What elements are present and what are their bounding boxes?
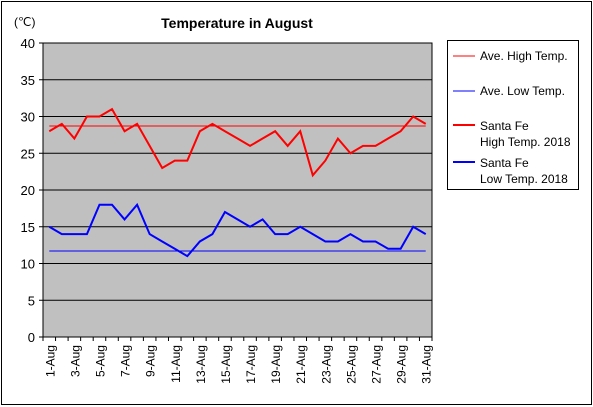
chart-title: Temperature in August (161, 15, 313, 31)
legend-label-4: Low Temp. 2018 (480, 172, 568, 186)
y-tick-label: 5 (28, 293, 35, 308)
legend-label-3: Santa Fe (480, 119, 529, 133)
legend-label-3: High Temp. 2018 (480, 135, 571, 149)
x-tick-label: 29-Aug (395, 345, 409, 384)
y-tick-label: 25 (21, 146, 35, 161)
y-tick-label: 15 (21, 220, 35, 235)
series-layer (48, 107, 427, 258)
legend: Ave. High Temp. Ave. Low Temp. Santa Fe Hig… (453, 49, 571, 186)
x-tick-label: 3-Aug (68, 345, 82, 377)
y-tick-label: 0 (28, 330, 35, 345)
legend-box (447, 40, 579, 190)
x-tick-label: 15-Aug (219, 345, 233, 384)
x-tick-label: 31-Aug (420, 345, 434, 384)
y-tick-label: 40 (21, 36, 35, 51)
gridlines (43, 79, 432, 301)
x-tick-label: 19-Aug (269, 345, 283, 384)
x-tick-label: 17-Aug (244, 345, 258, 384)
y-axis: 0 5 10 15 20 25 30 35 40 (21, 36, 43, 345)
x-tick-label: 21-Aug (294, 345, 308, 384)
x-tick-label: 5-Aug (93, 345, 107, 377)
unit-label: (℃) (14, 15, 35, 29)
x-tick-label: 11-Aug (169, 345, 183, 383)
y-tick-label: 35 (21, 73, 35, 88)
y-tick-label: 30 (21, 110, 35, 125)
x-tick-label: 1-Aug (43, 345, 57, 377)
x-tick-label: 9-Aug (144, 345, 158, 377)
y-tick-label: 10 (21, 257, 35, 272)
legend-label-1: Ave. High Temp. (480, 49, 568, 63)
y-tick-label: 20 (21, 183, 35, 198)
x-tick-label: 23-Aug (319, 345, 333, 384)
x-tick-label: 27-Aug (370, 345, 384, 384)
x-tick-label: 7-Aug (119, 345, 133, 377)
legend-label-4: Santa Fe (480, 156, 529, 170)
x-tick-label: 25-Aug (344, 345, 358, 384)
x-tick-label: 13-Aug (194, 345, 208, 384)
legend-label-2: Ave. Low Temp. (480, 84, 565, 98)
x-axis: 1-Aug 3-Aug 5-Aug 7-Aug 9-Aug 11-Aug 13-Aug 15-… (42, 337, 434, 384)
